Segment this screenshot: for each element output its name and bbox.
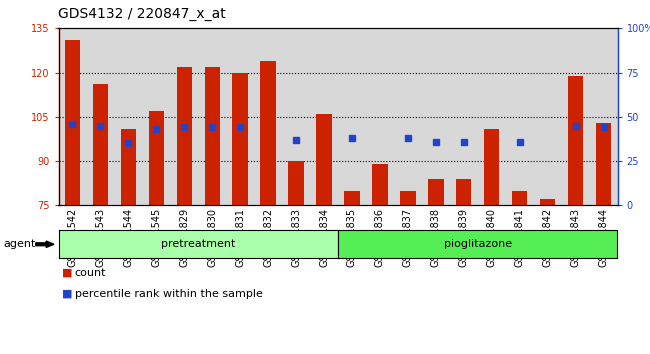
Text: percentile rank within the sample: percentile rank within the sample — [75, 289, 263, 299]
Bar — [540, 199, 555, 205]
Bar — [149, 111, 164, 205]
Text: pretreatment: pretreatment — [161, 239, 235, 249]
Bar — [177, 67, 192, 205]
Bar — [93, 84, 108, 205]
Bar — [261, 61, 276, 205]
Bar — [456, 179, 471, 205]
Bar — [372, 164, 387, 205]
Bar — [400, 190, 415, 205]
Bar — [65, 40, 80, 205]
Bar — [568, 75, 583, 205]
Text: ■: ■ — [62, 289, 72, 299]
Text: pioglitazone: pioglitazone — [444, 239, 512, 249]
Bar — [344, 190, 359, 205]
Bar — [428, 179, 443, 205]
Text: ■: ■ — [62, 268, 72, 278]
Bar — [205, 67, 220, 205]
Bar — [484, 129, 499, 205]
Bar — [596, 123, 611, 205]
Bar — [289, 161, 304, 205]
Bar — [233, 73, 248, 205]
Bar — [512, 190, 527, 205]
Text: agent: agent — [3, 239, 36, 249]
Bar — [317, 114, 332, 205]
Text: count: count — [75, 268, 106, 278]
Bar — [121, 129, 136, 205]
Text: GDS4132 / 220847_x_at: GDS4132 / 220847_x_at — [58, 7, 226, 21]
